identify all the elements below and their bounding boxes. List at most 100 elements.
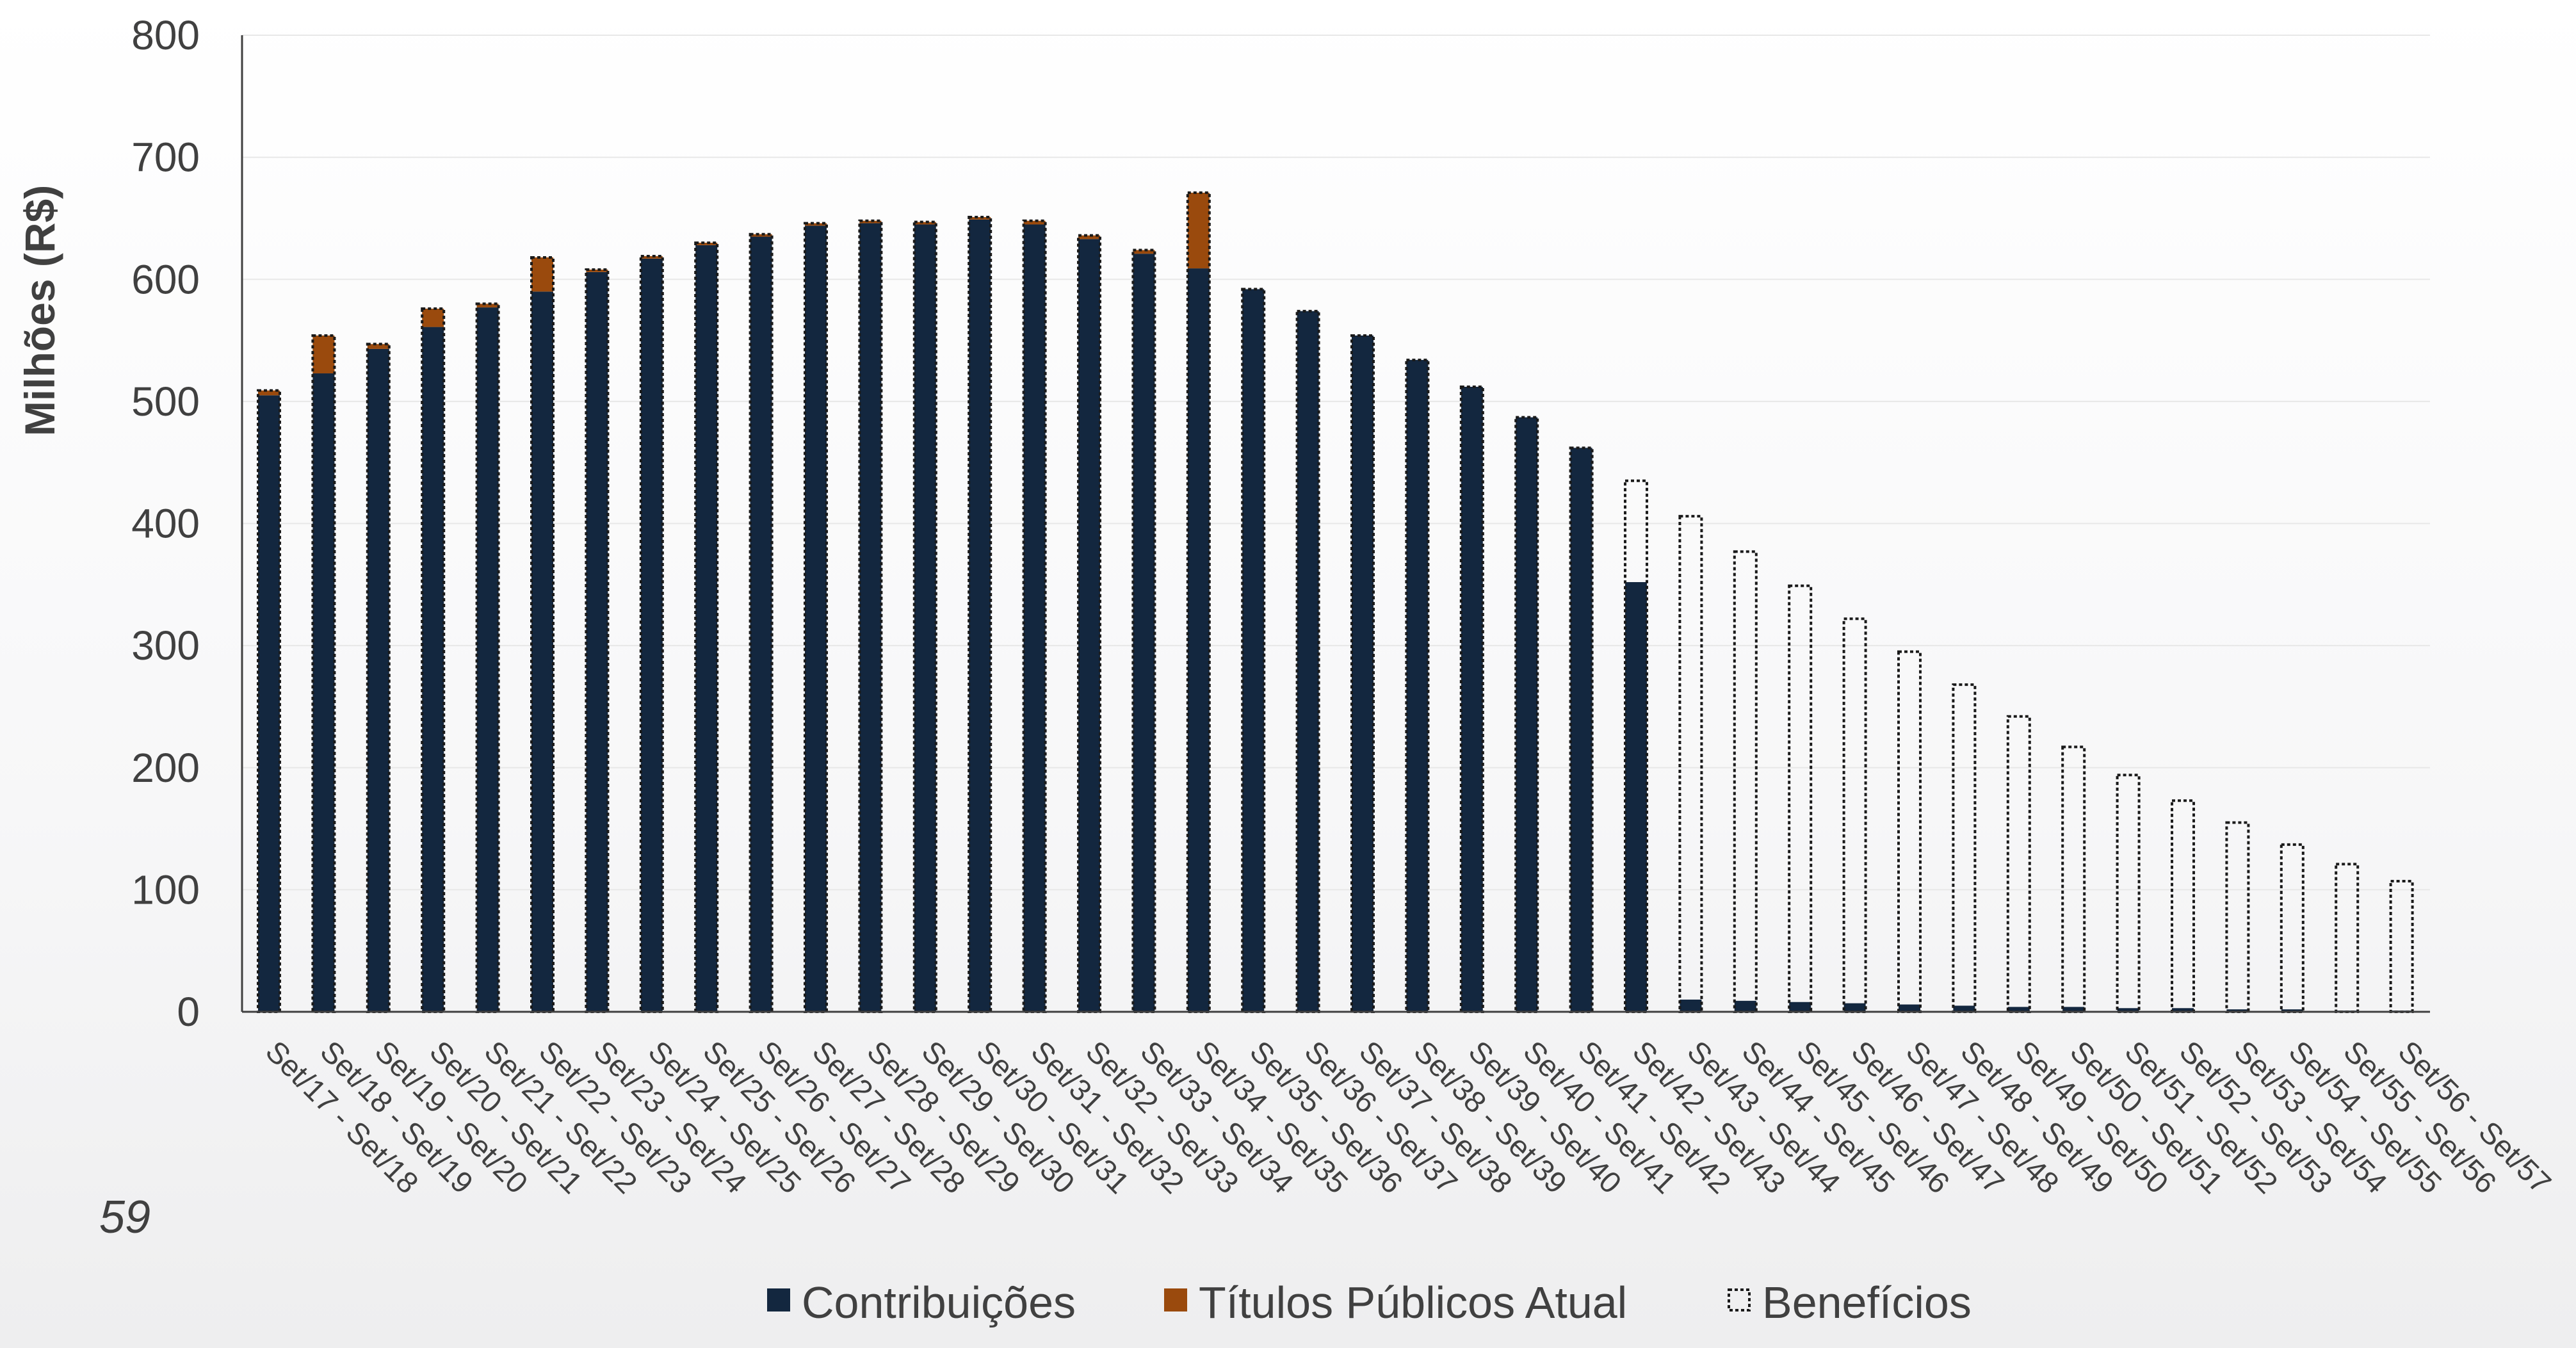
bar-titulos bbox=[969, 217, 991, 220]
bar-contribuicoes bbox=[531, 291, 553, 1012]
bar-titulos bbox=[258, 390, 280, 396]
bar-contribuicoes bbox=[258, 395, 280, 1012]
bar-titulos bbox=[312, 335, 335, 374]
y-tick-label: 700 bbox=[131, 134, 200, 181]
y-tick-label: 600 bbox=[131, 256, 200, 302]
bar-titulos bbox=[1187, 192, 1210, 269]
bar-contribuicoes bbox=[1516, 417, 1538, 1012]
bar-contribuicoes bbox=[1352, 335, 1373, 1012]
bar-titulos bbox=[1078, 235, 1100, 240]
bar-contribuicoes bbox=[1570, 448, 1592, 1012]
bar-contribuicoes bbox=[1734, 1000, 1756, 1012]
bar-beneficios bbox=[2171, 799, 2195, 1013]
bar-beneficios bbox=[2006, 715, 2031, 1013]
bar-beneficios bbox=[1788, 584, 1813, 1013]
bar-contribuicoes bbox=[914, 224, 936, 1012]
bar-contribuicoes bbox=[2281, 1009, 2303, 1012]
bar-contribuicoes bbox=[1187, 268, 1210, 1012]
bar-beneficios bbox=[530, 256, 555, 1013]
bar-titulos bbox=[695, 243, 718, 245]
y-tick-label: 500 bbox=[131, 378, 200, 425]
bar-beneficios bbox=[639, 255, 664, 1013]
bar-contribuicoes bbox=[2007, 1007, 2030, 1012]
legend-item: Benefícios bbox=[1728, 1278, 1972, 1328]
bar-titulos bbox=[586, 270, 608, 272]
bar-contribuicoes bbox=[1789, 1002, 1811, 1012]
bar-beneficios bbox=[2225, 821, 2250, 1013]
bar-contribuicoes bbox=[2117, 1008, 2139, 1012]
legend-item: Títulos Públicos Atual bbox=[1164, 1278, 1627, 1328]
bar-titulos bbox=[859, 220, 882, 223]
y-tick-label: 800 bbox=[131, 12, 200, 58]
bar-contribuicoes bbox=[367, 348, 389, 1012]
bar-beneficios bbox=[1405, 359, 1430, 1013]
bar-contribuicoes bbox=[312, 373, 335, 1012]
legend-label: Títulos Públicos Atual bbox=[1199, 1278, 1627, 1328]
y-tick-label: 0 bbox=[177, 989, 200, 1035]
bar-contribuicoes bbox=[1899, 1004, 1920, 1012]
legend: Contribuições Títulos Públicos Atual Benef… bbox=[767, 1278, 1972, 1328]
bar-contribuicoes bbox=[1953, 1005, 1975, 1012]
bar-beneficios bbox=[2389, 880, 2414, 1013]
y-tick-label: 300 bbox=[131, 622, 200, 669]
bar-beneficios bbox=[1733, 550, 1758, 1013]
gridlines bbox=[242, 35, 2430, 891]
bar-beneficios bbox=[2335, 863, 2360, 1013]
bar-contribuicoes bbox=[422, 327, 444, 1012]
bar-beneficios bbox=[1514, 416, 1539, 1013]
y-axis-title: Milhões (R$) bbox=[16, 185, 63, 436]
y-tick-label: 100 bbox=[131, 866, 200, 913]
bar-beneficios bbox=[1022, 219, 1047, 1013]
bar-beneficios bbox=[1952, 683, 1977, 1013]
bar-titulos bbox=[805, 223, 827, 226]
y-tick-label: 200 bbox=[131, 745, 200, 791]
bar-contribuicoes bbox=[695, 245, 718, 1012]
legend-label: Benefícios bbox=[1762, 1278, 1972, 1328]
y-tick-label: 400 bbox=[131, 501, 200, 547]
bar-titulos bbox=[476, 304, 499, 308]
bar-titulos bbox=[640, 256, 663, 259]
bar-contribuicoes bbox=[586, 272, 608, 1012]
bar-beneficios bbox=[912, 220, 937, 1013]
bar-contribuicoes bbox=[1297, 311, 1319, 1012]
legend-swatch bbox=[1164, 1288, 1187, 1311]
bar-contribuicoes bbox=[1680, 999, 1702, 1012]
bar-contribuicoes bbox=[1625, 582, 1647, 1012]
bar-beneficios bbox=[2061, 745, 2086, 1013]
bar-beneficios bbox=[2116, 774, 2141, 1013]
bar-contribuicoes bbox=[2172, 1008, 2194, 1012]
legend-label: Contribuições bbox=[802, 1278, 1076, 1328]
bar-beneficios bbox=[2280, 843, 2305, 1013]
bar-contribuicoes bbox=[969, 219, 991, 1012]
legend-item: Contribuições bbox=[767, 1278, 1076, 1328]
bar-titulos bbox=[367, 344, 389, 349]
bar-contribuicoes bbox=[1133, 254, 1155, 1012]
page-number: 59 bbox=[99, 1192, 150, 1243]
bar-contribuicoes bbox=[805, 225, 827, 1012]
legend-swatch bbox=[1728, 1288, 1751, 1311]
bar-beneficios bbox=[858, 219, 883, 1013]
bar-contribuicoes bbox=[859, 223, 882, 1012]
bar-contribuicoes bbox=[476, 307, 499, 1012]
bar-contribuicoes bbox=[640, 258, 663, 1012]
bar-contribuicoes bbox=[1242, 289, 1265, 1012]
bar-beneficios bbox=[749, 232, 774, 1013]
bar-contribuicoes bbox=[1461, 387, 1483, 1012]
bar-titulos bbox=[1133, 250, 1155, 254]
legend-swatch bbox=[767, 1288, 790, 1311]
bar-titulos bbox=[422, 309, 444, 327]
bar-titulos bbox=[914, 222, 936, 225]
bar-beneficios bbox=[1842, 617, 1867, 1013]
bar-contribuicoes bbox=[2062, 1007, 2085, 1012]
bar-titulos bbox=[531, 257, 553, 292]
bar-contribuicoes bbox=[1843, 1003, 1866, 1012]
bar-contribuicoes bbox=[1406, 360, 1429, 1012]
bar-titulos bbox=[750, 234, 772, 237]
bar-titulos bbox=[1023, 220, 1046, 225]
y-tick-labels: 0 100 200 300 400 500 600 700 800 bbox=[131, 12, 200, 1035]
bar-beneficios bbox=[1678, 515, 1703, 1013]
bar-contribuicoes bbox=[1078, 239, 1100, 1012]
bar-contribuicoes bbox=[1023, 224, 1046, 1012]
